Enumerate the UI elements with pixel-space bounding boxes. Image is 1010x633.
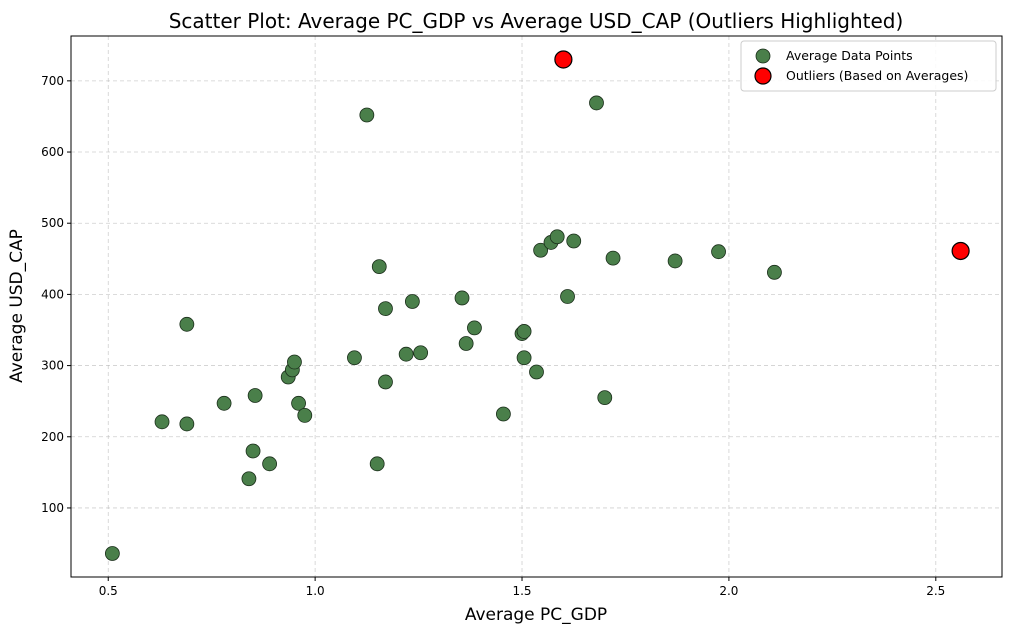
data-point [262,456,278,472]
data-points [104,50,970,561]
data-point [566,233,582,249]
data-point [247,388,263,403]
data-point [454,290,470,306]
data-point [711,244,726,260]
data-point [371,259,387,275]
legend: Average Data Points Outliers (Based on A… [740,40,997,92]
data-point [516,350,532,366]
y-tick-label: 300 [41,359,64,373]
grid [71,36,1002,577]
data-point [245,443,261,459]
data-point [359,107,375,123]
data-point [495,406,511,422]
data-point [297,408,313,423]
data-point [516,324,532,339]
data-point [404,294,420,309]
data-point [216,395,232,411]
chart-title: Scatter Plot: Average PC_GDP vs Average … [169,9,904,33]
y-tick-label: 100 [41,501,64,515]
y-tick-label: 700 [41,74,64,88]
outlier-point [554,50,573,69]
plot-area [70,35,1003,578]
y-tick-label: 500 [41,216,64,230]
data-point [549,229,565,245]
data-point [347,350,362,366]
data-point [529,364,544,380]
data-point [398,346,414,362]
x-tick-label: 0.5 [99,584,118,598]
data-point [241,471,257,487]
legend-label-data-points: Average Data Points [786,48,913,63]
data-point [413,345,429,361]
y-tick-label: 600 [41,145,64,159]
data-point [179,416,195,432]
legend-label-outliers: Outliers (Based on Averages) [786,68,968,83]
legend-marker-outliers [754,67,772,85]
data-point [287,354,302,370]
y-tick-label: 400 [41,287,64,301]
x-tick-label: 1.5 [512,584,531,598]
outlier-point [951,241,970,261]
x-tick-label: 1.0 [306,584,325,598]
x-tick-label: 2.0 [719,584,738,598]
data-point [369,456,385,472]
data-point [378,374,393,390]
data-point [767,264,782,280]
x-axis-ticks: 0.5 1.0 1.5 2.0 2.5 [99,577,945,598]
data-point [458,336,474,351]
data-point [154,414,170,430]
x-tick-label: 2.5 [926,584,945,598]
y-tick-label: 200 [41,430,64,444]
y-axis-title: Average USD_CAP [7,229,27,383]
data-point [291,395,306,411]
legend-marker-data-points [755,48,771,64]
data-point [104,546,120,561]
x-axis-title: Average PC_GDP [465,605,607,625]
data-point [589,95,604,111]
legend-box [740,40,997,92]
data-point [467,320,482,336]
data-point [378,301,393,317]
data-point [605,250,621,266]
data-point [560,289,575,304]
data-point [667,253,683,269]
data-point [597,390,613,406]
data-point [179,316,195,332]
y-axis-ticks: 100 200 300 400 500 600 700 [41,74,71,515]
data-point [533,242,549,258]
